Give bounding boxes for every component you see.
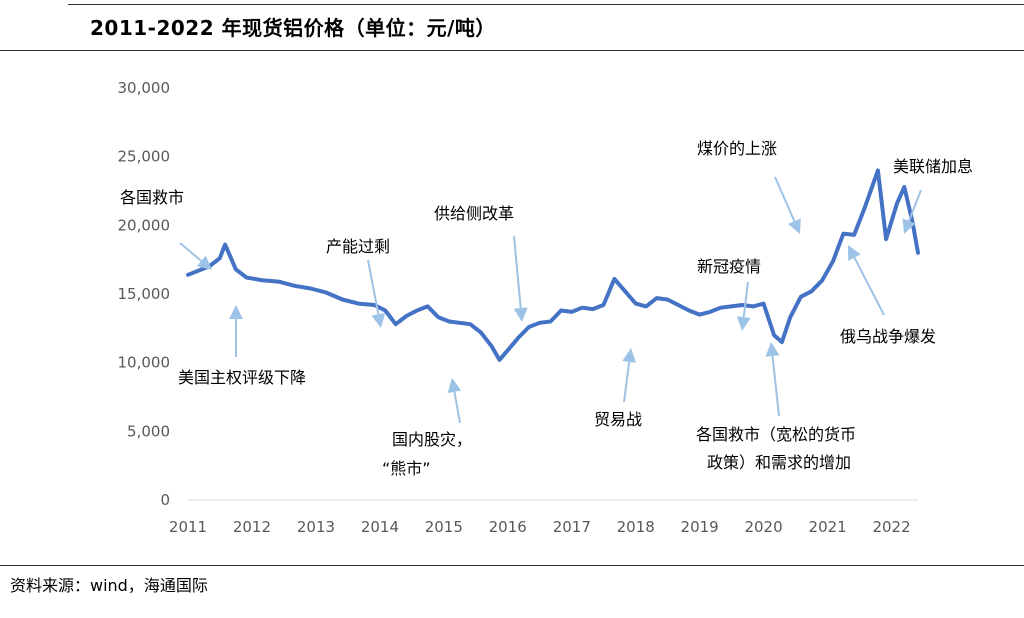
arrow-supply-side-reform [513, 235, 528, 322]
title-rule [0, 50, 1024, 51]
source-note: 资料来源：wind，海通国际 [10, 576, 208, 595]
arrow-covid [736, 281, 751, 331]
arrow-us-rating-downgrade [229, 305, 243, 357]
annotation-coal-price-rise: 煤价的上涨 [697, 139, 777, 158]
arrow-stock-crash [447, 378, 462, 424]
annotation-stock-crash: 国内股灾， [392, 430, 472, 449]
x-tick-label: 2022 [872, 518, 910, 536]
x-tick-label: 2019 [681, 518, 719, 536]
y-tick-label: 0 [160, 491, 170, 509]
y-tick-label: 20,000 [118, 216, 171, 234]
annotation-overcapacity: 产能过剩 [326, 237, 390, 256]
chart-title: 2011-2022 年现货铝价格（单位：元/吨） [90, 16, 496, 40]
y-tick-label: 15,000 [118, 285, 171, 303]
x-tick-label: 2011 [169, 518, 207, 536]
top-rule [68, 4, 1024, 5]
y-axis: 0 5,000 10,000 15,000 20,000 25,000 30,000 [118, 79, 171, 509]
x-tick-label: 2015 [425, 518, 463, 536]
x-tick-label: 2017 [553, 518, 591, 536]
annotation-bailout-2020-line2: 政策）和需求的增加 [707, 453, 851, 472]
annotation-trade-war: 贸易战 [594, 410, 642, 429]
x-axis: 2011 2012 2013 2014 2015 2016 2017 2018 2019 2020… [169, 518, 911, 536]
x-tick-label: 2012 [233, 518, 271, 536]
x-tick-label: 2018 [617, 518, 655, 536]
y-tick-label: 25,000 [118, 148, 171, 166]
arrow-russia-ukraine-war [848, 245, 885, 316]
annotation-bailout-2020-line1: 各国救市（宽松的货币 [696, 425, 856, 444]
x-tick-label: 2013 [297, 518, 335, 536]
y-tick-label: 30,000 [118, 79, 171, 97]
arrow-overcapacity [367, 259, 386, 328]
annotation-fed-rate-hike: 美联储加息 [893, 157, 973, 176]
bottom-rule [0, 565, 1024, 566]
annotation-bailout-2011: 各国救市 [120, 188, 184, 207]
arrow-trade-war [622, 348, 637, 403]
arrow-bailout-2020 [765, 342, 780, 417]
annotation-us-rating-downgrade: 美国主权评级下降 [178, 368, 306, 387]
annotation-arrows [179, 176, 922, 424]
y-tick-label: 10,000 [118, 354, 171, 372]
x-tick-label: 2020 [744, 518, 782, 536]
annotation-bear-market: “熊市” [382, 459, 431, 478]
x-tick-label: 2016 [489, 518, 527, 536]
arrow-fed-rate-hike [902, 189, 922, 234]
series-layer [186, 168, 920, 362]
annotation-covid: 新冠疫情 [697, 257, 761, 276]
annotation-supply-side-reform: 供给侧改革 [434, 204, 514, 223]
x-tick-label: 2014 [361, 518, 399, 536]
arrow-coal-price-rise [774, 176, 801, 234]
y-tick-label: 5,000 [127, 422, 170, 440]
x-tick-label: 2021 [809, 518, 847, 536]
price-series-line [186, 168, 920, 362]
arrow-bailout-2011 [179, 242, 212, 270]
annotation-russia-ukraine-war: 俄乌战争爆发 [840, 327, 936, 346]
line-chart: 0 5,000 10,000 15,000 20,000 25,000 30,000 201… [118, 79, 974, 536]
